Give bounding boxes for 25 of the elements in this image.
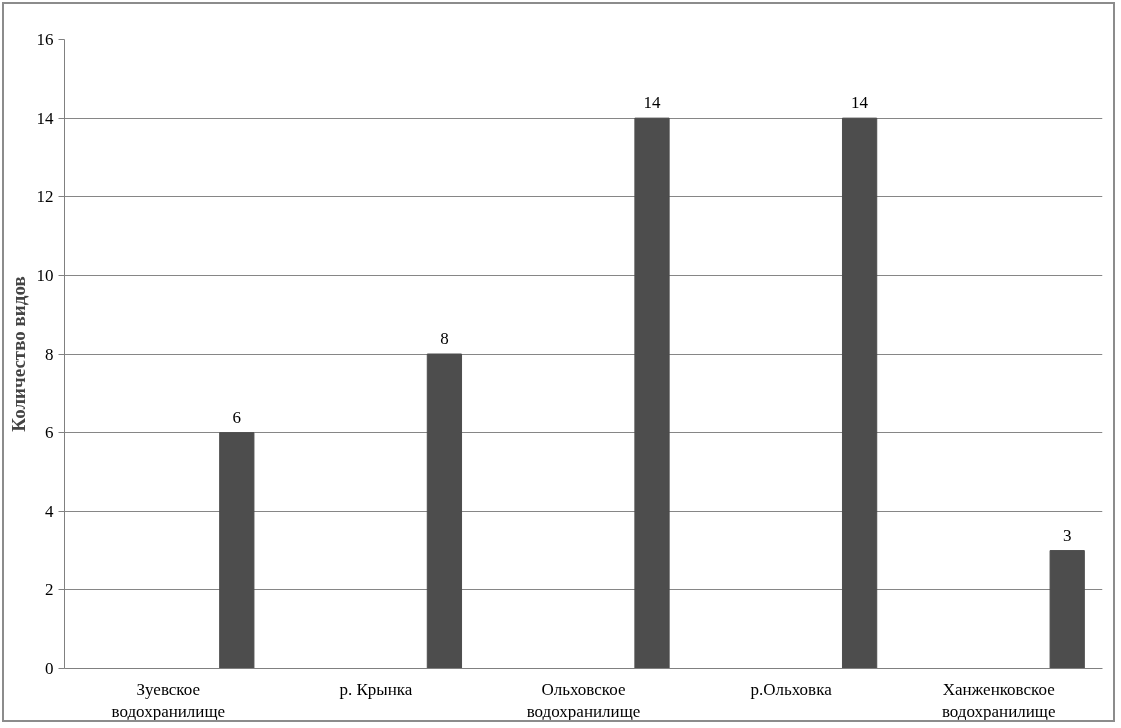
y-axis-title: Количество видов [7,276,29,432]
y-tick-label: 2 [45,580,54,600]
data-label: 14 [851,93,869,113]
bar [634,117,670,669]
bar [1049,550,1085,669]
y-tick-label: 16 [36,30,54,49]
y-tick-label: 10 [36,265,54,285]
x-tick-label: Ханженковское водохранилище [941,679,1056,722]
data-label: 14 [643,93,662,113]
x-tick-label: Ольховское водохранилище [526,679,641,722]
data-label: 6 [232,407,242,427]
bar [426,353,463,669]
data-label: 3 [1062,525,1072,545]
x-tick-label: Зуевское водохранилище [111,679,226,722]
y-tick-label: 14 [36,108,54,128]
y-tick-label: 12 [36,187,54,207]
data-label: 8 [440,329,449,348]
bar [841,117,878,669]
y-tick-label: 6 [45,423,54,443]
x-tick-label: р.Ольховка [750,679,833,699]
y-tick-label: 8 [45,344,54,364]
y-tick-label: 0 [45,659,54,678]
bar [219,432,255,669]
y-tick-label: 4 [45,501,54,521]
x-tick-label: р. Крынка [339,679,413,699]
